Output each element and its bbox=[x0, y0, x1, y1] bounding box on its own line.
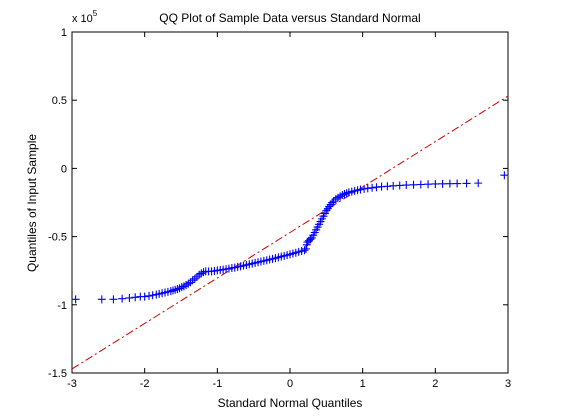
data-point-marker bbox=[438, 179, 447, 188]
y-exponent-base: x 10 bbox=[72, 13, 93, 25]
y-exponent-power: 5 bbox=[93, 9, 98, 18]
x-tick-label: 2 bbox=[432, 378, 438, 390]
y-exponent-label: x 105 bbox=[72, 9, 98, 25]
data-point-marker bbox=[71, 295, 80, 304]
y-tick-label: 1 bbox=[61, 27, 67, 39]
data-point-marker bbox=[431, 179, 440, 188]
data-point-marker bbox=[300, 246, 309, 255]
y-tick-label: 0 bbox=[61, 163, 67, 175]
data-point-marker bbox=[424, 180, 433, 189]
x-tick-label: 3 bbox=[505, 378, 511, 390]
axes-box bbox=[71, 31, 509, 374]
data-point-marker bbox=[409, 180, 418, 189]
data-point-marker bbox=[462, 179, 471, 188]
data-markers bbox=[71, 171, 509, 304]
x-axis-label: Standard Normal Quantiles bbox=[218, 396, 363, 410]
data-point-marker bbox=[145, 291, 154, 300]
data-point-marker bbox=[97, 295, 106, 304]
data-point-marker bbox=[109, 295, 118, 304]
data-point-marker bbox=[356, 185, 365, 194]
data-point-marker bbox=[445, 179, 454, 188]
x-tick-label: 1 bbox=[360, 378, 366, 390]
data-point-marker bbox=[453, 179, 462, 188]
reference-line bbox=[71, 95, 509, 370]
data-point-marker bbox=[140, 292, 149, 301]
x-tick-label: -3 bbox=[67, 378, 77, 390]
data-point-marker bbox=[306, 235, 315, 244]
data-point-marker bbox=[325, 202, 334, 211]
y-tick-label: -0.5 bbox=[48, 232, 67, 244]
data-point-marker bbox=[125, 293, 134, 302]
data-point-marker bbox=[131, 293, 140, 302]
x-tick-label: 0 bbox=[287, 378, 293, 390]
y-tick-label: -1.5 bbox=[48, 368, 67, 380]
data-point-marker bbox=[416, 180, 425, 189]
plot-area: -3 -2 -1 0 1 2 3 -1.5 -1 -0.5 0 0.5 1 bbox=[48, 27, 511, 390]
data-point-marker bbox=[322, 206, 331, 215]
y-axis-ticks: -1.5 -1 -0.5 0 0.5 1 bbox=[48, 27, 508, 380]
data-point-marker bbox=[118, 294, 127, 303]
y-tick-label: 0.5 bbox=[52, 95, 67, 107]
data-point-marker bbox=[474, 179, 483, 188]
data-point-marker bbox=[323, 204, 332, 213]
x-axis-ticks: -3 -2 -1 0 1 2 3 bbox=[67, 32, 511, 390]
data-point-marker bbox=[301, 244, 310, 253]
chart-title: QQ Plot of Sample Data versus Standard N… bbox=[159, 11, 420, 25]
data-point-marker bbox=[328, 198, 337, 207]
data-point-marker bbox=[402, 181, 411, 190]
y-axis-label: Quantiles of Input Sample bbox=[25, 134, 39, 272]
data-point-marker bbox=[148, 291, 157, 300]
y-tick-label: -1 bbox=[57, 300, 67, 312]
x-tick-label: -1 bbox=[212, 378, 222, 390]
data-point-marker bbox=[500, 171, 509, 180]
x-tick-label: -2 bbox=[140, 378, 150, 390]
